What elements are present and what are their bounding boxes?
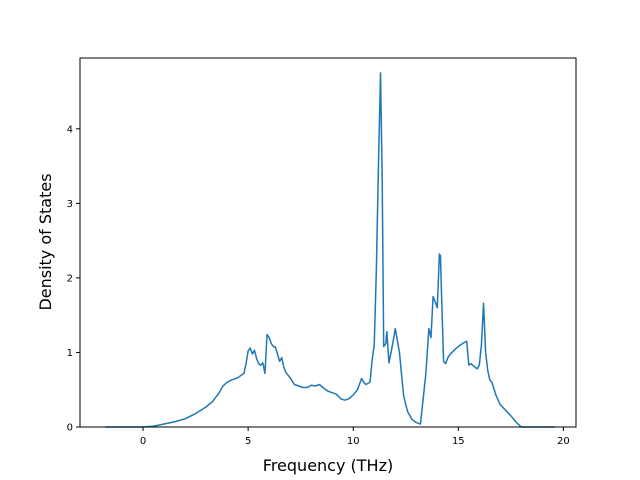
x-axis-label: Frequency (THz) [263,456,393,475]
x-tick-label: 0 [140,436,146,447]
y-tick-label: 4 [67,124,73,135]
y-tick-label: 2 [67,273,73,284]
y-tick-label: 3 [67,199,73,210]
x-tick-label: 10 [347,436,360,447]
x-axis-ticks: 0 5 10 15 20 [140,427,570,447]
y-axis-ticks: 0 1 2 3 4 [67,124,80,434]
y-tick-label: 1 [67,348,73,359]
x-tick-label: 5 [245,436,251,447]
x-tick-label: 15 [452,436,465,447]
x-tick-label: 20 [557,436,570,447]
series-line-0 [105,72,555,428]
plot-frame [79,57,577,428]
y-tick-label: 0 [67,423,73,434]
plot-area [105,72,555,428]
y-axis-label: Density of States [36,173,55,310]
